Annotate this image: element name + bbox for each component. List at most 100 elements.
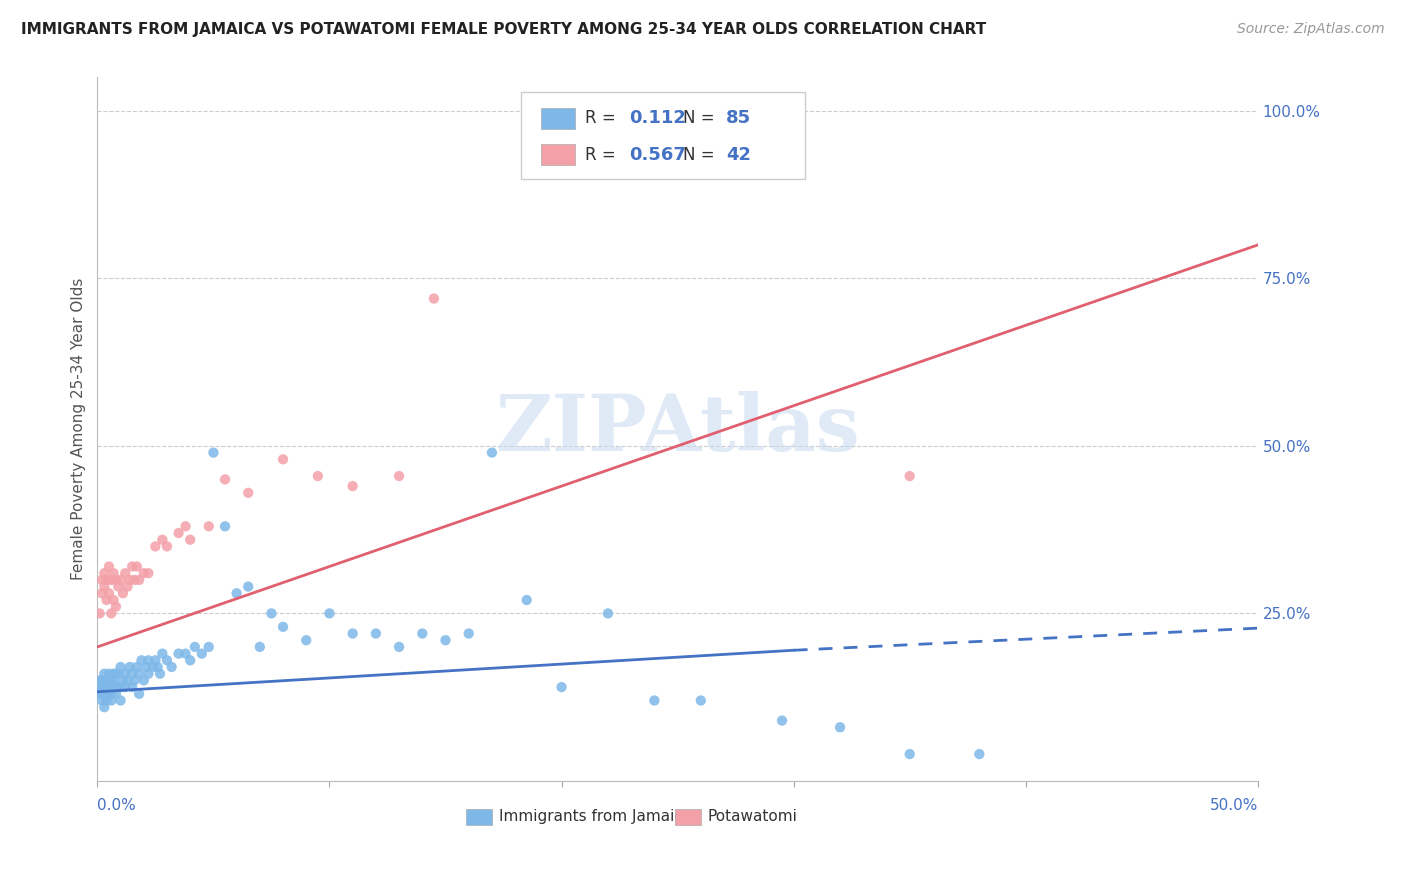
Text: N =: N = bbox=[683, 145, 720, 164]
Point bbox=[100, 693, 122, 707]
Text: R =: R = bbox=[585, 109, 621, 128]
Point bbox=[97, 680, 120, 694]
Point bbox=[121, 666, 143, 681]
Point bbox=[117, 580, 139, 594]
Text: N =: N = bbox=[683, 109, 720, 128]
Point bbox=[124, 673, 146, 688]
Point bbox=[100, 573, 122, 587]
Point bbox=[103, 680, 125, 694]
Point bbox=[96, 573, 118, 587]
Point bbox=[111, 586, 134, 600]
Text: IMMIGRANTS FROM JAMAICA VS POTAWATOMI FEMALE POVERTY AMONG 25-34 YEAR OLDS CORRE: IMMIGRANTS FROM JAMAICA VS POTAWATOMI FE… bbox=[21, 22, 987, 37]
Point bbox=[689, 693, 711, 707]
FancyBboxPatch shape bbox=[541, 145, 575, 165]
Point bbox=[214, 472, 236, 486]
Point bbox=[107, 680, 129, 694]
Point bbox=[132, 566, 155, 581]
Point bbox=[110, 680, 132, 694]
Point bbox=[104, 680, 127, 694]
Point bbox=[174, 519, 197, 533]
Point bbox=[91, 673, 114, 688]
FancyBboxPatch shape bbox=[541, 108, 575, 128]
Point bbox=[434, 633, 457, 648]
Point bbox=[103, 566, 125, 581]
Point bbox=[249, 640, 271, 654]
Point bbox=[125, 660, 148, 674]
Point bbox=[104, 687, 127, 701]
Point bbox=[271, 452, 294, 467]
Point bbox=[167, 526, 190, 541]
Y-axis label: Female Poverty Among 25-34 Year Olds: Female Poverty Among 25-34 Year Olds bbox=[72, 278, 86, 581]
Point bbox=[142, 660, 165, 674]
Point bbox=[107, 666, 129, 681]
Point bbox=[117, 673, 139, 688]
Point bbox=[93, 566, 115, 581]
Point bbox=[121, 680, 143, 694]
Point bbox=[103, 593, 125, 607]
Point bbox=[138, 653, 160, 667]
Point bbox=[128, 666, 150, 681]
Point bbox=[91, 573, 114, 587]
Text: Potawatomi: Potawatomi bbox=[707, 809, 797, 824]
Point bbox=[104, 573, 127, 587]
Point bbox=[138, 566, 160, 581]
Point bbox=[411, 626, 433, 640]
Text: 0.112: 0.112 bbox=[628, 109, 686, 128]
Point bbox=[93, 700, 115, 714]
Point bbox=[150, 647, 173, 661]
Point bbox=[202, 445, 225, 459]
Point bbox=[93, 580, 115, 594]
Point bbox=[97, 559, 120, 574]
Point bbox=[107, 580, 129, 594]
Point bbox=[93, 687, 115, 701]
Point bbox=[103, 673, 125, 688]
Point bbox=[318, 607, 340, 621]
Text: Immigrants from Jamaica: Immigrants from Jamaica bbox=[499, 809, 692, 824]
Point bbox=[96, 693, 118, 707]
Point bbox=[342, 626, 364, 640]
Point bbox=[167, 647, 190, 661]
Point bbox=[364, 626, 387, 640]
Point bbox=[118, 660, 141, 674]
Point bbox=[124, 573, 146, 587]
Point bbox=[96, 673, 118, 688]
Point bbox=[110, 660, 132, 674]
Text: 85: 85 bbox=[727, 109, 751, 128]
Point bbox=[138, 666, 160, 681]
Point bbox=[96, 593, 118, 607]
Point bbox=[160, 660, 183, 674]
Point bbox=[111, 673, 134, 688]
Point bbox=[550, 680, 572, 694]
Point bbox=[91, 586, 114, 600]
Point bbox=[146, 660, 169, 674]
Text: ZIPAtlas: ZIPAtlas bbox=[495, 392, 860, 467]
Point bbox=[295, 633, 318, 648]
Point bbox=[423, 292, 446, 306]
Point bbox=[898, 747, 921, 761]
Point bbox=[131, 653, 153, 667]
Point bbox=[97, 586, 120, 600]
Point bbox=[91, 687, 114, 701]
Point bbox=[516, 593, 538, 607]
Point bbox=[110, 573, 132, 587]
Text: R =: R = bbox=[585, 145, 621, 164]
Point bbox=[174, 647, 197, 661]
Point bbox=[307, 469, 329, 483]
Point bbox=[110, 693, 132, 707]
Point bbox=[238, 580, 260, 594]
Point bbox=[91, 693, 114, 707]
Point bbox=[260, 607, 283, 621]
Point bbox=[191, 647, 214, 661]
FancyBboxPatch shape bbox=[467, 809, 492, 824]
Point bbox=[96, 680, 118, 694]
Point bbox=[128, 573, 150, 587]
Point bbox=[898, 469, 921, 483]
Point bbox=[100, 687, 122, 701]
Point bbox=[97, 687, 120, 701]
Point bbox=[643, 693, 665, 707]
Point bbox=[89, 680, 111, 694]
Point bbox=[156, 540, 179, 554]
Point bbox=[91, 680, 114, 694]
Point bbox=[828, 720, 851, 734]
Text: Source: ZipAtlas.com: Source: ZipAtlas.com bbox=[1237, 22, 1385, 37]
